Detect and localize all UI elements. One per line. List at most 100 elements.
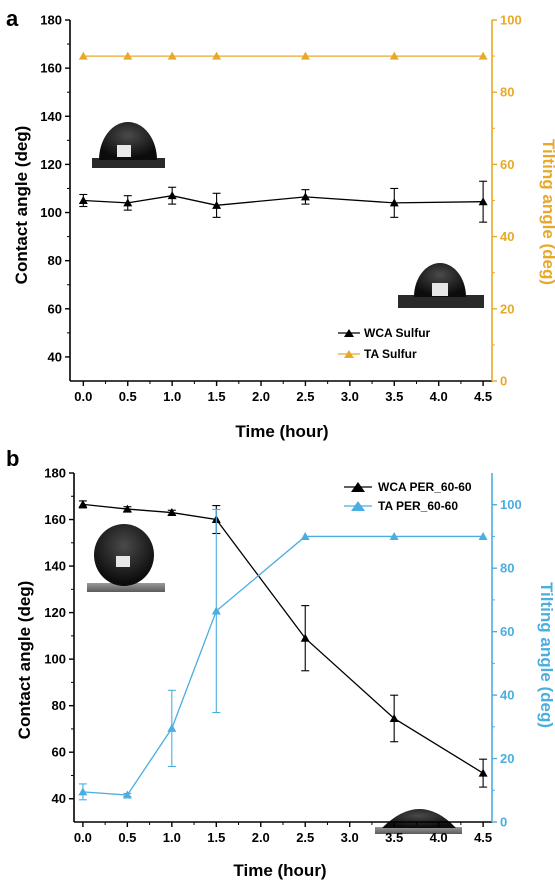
y-tick-label: 100	[44, 652, 66, 667]
x-tick-label: 2.0	[252, 830, 270, 845]
data-point	[167, 508, 177, 517]
x-tick-label: 3.5	[385, 389, 403, 404]
y-axis-title: Contact angle (deg)	[12, 126, 31, 285]
data-point	[478, 531, 488, 540]
y2-axis-title: Tilting angle (deg)	[539, 139, 555, 285]
y2-tick-label: 20	[500, 301, 514, 316]
y-tick-label: 160	[40, 61, 62, 76]
data-point	[389, 531, 399, 540]
y-tick-label: 40	[48, 349, 62, 364]
panel-a: a 0.0 0.5 1.0 1.5 2.0 2.5 3.0 3.5 4.0 4.5 40 60 80 10…	[6, 6, 555, 441]
x-tick-label: 0.0	[74, 830, 92, 845]
data-point	[78, 787, 88, 796]
data-point	[123, 51, 133, 60]
droplet-image-after	[375, 809, 462, 834]
x-tick-label: 4.5	[474, 830, 492, 845]
x-tick-label: 4.0	[430, 389, 448, 404]
x-tick-label: 2.0	[252, 389, 270, 404]
droplet-image-before	[87, 524, 165, 592]
data-point	[389, 713, 399, 722]
y-tick-label: 80	[52, 698, 66, 713]
droplet-image-before	[92, 122, 165, 168]
y2-tick-label: 40	[500, 229, 514, 244]
x-tick-label: 0.0	[74, 389, 92, 404]
panel-b-axes: 0.0 0.5 1.0 1.5 2.0 2.5 3.0 3.5 4.0 4.5 40 60 80 100 1…	[44, 466, 521, 846]
data-point	[167, 723, 177, 732]
y2-tick-label: 40	[500, 688, 514, 703]
y-tick-label: 120	[44, 605, 66, 620]
y-tick-label: 180	[40, 13, 62, 28]
x-tick-label: 0.5	[118, 830, 136, 845]
y2-tick-label: 100	[500, 497, 522, 512]
x-tick-label: 2.5	[296, 389, 314, 404]
data-point	[78, 51, 88, 60]
y2-axis-title: Tilting angle (deg)	[537, 582, 555, 728]
data-point	[123, 198, 133, 207]
panel-b: b 0.0 0.5 1.0 1.5 2.0 2.5 3.0 3.5 4.0 4.5 40 60 80 10…	[6, 446, 555, 880]
data-point	[478, 51, 488, 60]
data-point	[78, 499, 88, 508]
y-tick-label: 60	[48, 301, 62, 316]
x-axis-title: Time (hour)	[235, 422, 328, 441]
data-point	[300, 51, 310, 60]
data-point	[211, 606, 221, 615]
y-tick-label: 80	[48, 253, 62, 268]
panel-b-series	[78, 499, 488, 801]
x-tick-label: 1.5	[208, 389, 226, 404]
x-tick-label: 4.0	[430, 830, 448, 845]
y-tick-label: 60	[52, 745, 66, 760]
data-point	[478, 197, 488, 206]
x-tick-label: 1.0	[163, 389, 181, 404]
y-tick-label: 140	[44, 559, 66, 574]
x-tick-label: 3.0	[341, 389, 359, 404]
panel-a-legend: WCA Sulfur TA Sulfur	[338, 326, 431, 361]
x-axis-title: Time (hour)	[233, 861, 326, 880]
x-tick-label: 1.5	[207, 830, 225, 845]
y-axis-title: Contact angle (deg)	[15, 581, 34, 740]
panel-a-series	[78, 51, 488, 223]
y-tick-label: 180	[44, 466, 66, 481]
data-point	[300, 192, 310, 201]
y2-tick-label: 60	[500, 624, 514, 639]
legend-label: TA PER_60-60	[378, 499, 458, 513]
y2-tick-label: 20	[500, 751, 514, 766]
panel-a-axes: 0.0 0.5 1.0 1.5 2.0 2.5 3.0 3.5 4.0 4.5 40 60 80 100 1…	[40, 13, 521, 405]
panel-b-legend: WCA PER_60-60 TA PER_60-60	[344, 480, 472, 513]
droplet-image-after	[398, 263, 484, 308]
series-line	[83, 195, 484, 206]
data-point	[300, 531, 310, 540]
y2-tick-label: 100	[500, 13, 522, 28]
data-point	[122, 790, 132, 799]
y-tick-label: 40	[52, 791, 66, 806]
legend-label: WCA PER_60-60	[378, 480, 472, 494]
data-point	[167, 51, 177, 60]
y2-tick-label: 80	[500, 85, 514, 100]
y2-tick-label: 0	[500, 374, 507, 389]
data-point	[78, 196, 88, 204]
y2-tick-label: 80	[500, 561, 514, 576]
panel-b-letter: b	[6, 446, 19, 471]
panel-a-letter: a	[6, 6, 19, 31]
data-point	[122, 504, 132, 513]
x-tick-label: 3.0	[341, 830, 359, 845]
data-point	[212, 51, 222, 60]
data-point	[167, 191, 177, 200]
y2-tick-label: 60	[500, 157, 514, 172]
x-tick-label: 4.5	[474, 389, 492, 404]
y-tick-label: 140	[40, 109, 62, 124]
data-point	[389, 198, 399, 207]
data-point	[478, 768, 488, 777]
legend-label: WCA Sulfur	[364, 326, 431, 340]
y2-tick-label: 0	[500, 815, 507, 830]
x-tick-label: 2.5	[296, 830, 314, 845]
x-tick-label: 3.5	[385, 830, 403, 845]
x-tick-label: 0.5	[119, 389, 137, 404]
data-point	[389, 51, 399, 60]
data-point	[300, 633, 310, 642]
x-tick-label: 1.0	[163, 830, 181, 845]
y-tick-label: 120	[40, 157, 62, 172]
data-point	[212, 200, 222, 209]
y-tick-label: 160	[44, 512, 66, 527]
legend-label: TA Sulfur	[364, 347, 417, 361]
